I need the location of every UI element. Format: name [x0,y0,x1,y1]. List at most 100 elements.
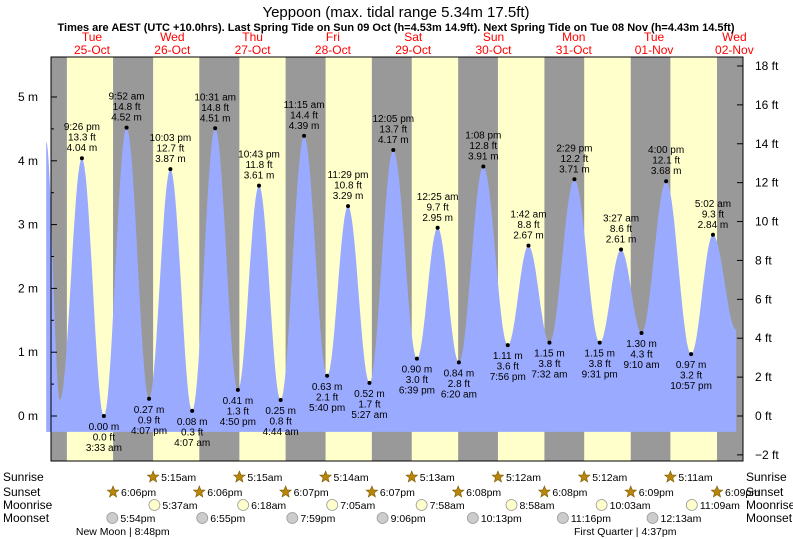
sunset-time: 6:09pm [639,487,674,499]
low-tide-point [689,352,694,357]
day-name-label: Mon [562,30,585,44]
low-tide-label: 4:07 pm [131,426,167,437]
low-tide-label: 0.52 m [354,389,385,400]
y-tick-label-m: 0 m [18,409,38,423]
high-tide-point [79,156,84,161]
astro-row-label-left: Sunrise [3,470,44,484]
y-tick-label-m: 2 m [18,281,38,295]
moon-icon [415,499,428,511]
high-tide-label: 13.3 ft [68,133,96,144]
high-tide-label: 12.1 ft [652,156,680,167]
high-tide-label: 4.04 m [67,143,98,154]
y-tick-label-ft: 8 ft [755,253,772,267]
low-tide-label: 9:31 pm [582,370,618,381]
high-tide-label: 12:25 am [417,192,459,203]
sun-icon [192,485,206,498]
sunset-time: 6:06pm [121,487,156,499]
low-tide-label: 4:07 am [174,438,210,449]
y-tick-label-m: 3 m [18,218,38,232]
low-tide-label: 7:56 pm [490,372,526,383]
low-tide-point [639,331,644,336]
day-name-label: Wed [722,30,746,44]
sun-icon [624,485,638,498]
moonset-time: 10:13pm [481,513,522,525]
low-tide-label: 3:33 am [86,443,122,454]
moon-icon [595,499,608,511]
high-tide-label: 10:43 pm [238,150,280,161]
high-tide-label: 1:42 am [510,210,546,221]
moonrise-time: 11:09am [700,500,740,512]
low-tide-label: 1.15 m [534,349,565,360]
low-tide-label: 2.8 ft [448,379,470,390]
chart-frame [50,56,744,462]
high-tide-label: 11.8 ft [245,160,272,171]
right-margin [743,57,793,461]
low-tide-label: 1.15 m [584,349,615,360]
sun-icon [232,470,246,483]
sunset-time: 6:07pm [294,487,329,499]
moon-icon [196,512,209,524]
sunset-time: 6:08pm [552,487,587,499]
high-tide-label: 3:27 am [603,213,639,224]
day-date-label: 02-Nov [715,43,754,57]
moon-icon [326,499,339,511]
low-tide-label: 1.3 ft [227,406,249,417]
low-tide-label: 3.8 ft [589,359,611,370]
sun-icon [710,485,724,498]
sunrise-time: 5:13am [420,472,455,484]
day-date-label: 28-Oct [315,43,352,57]
high-tide-label: 5:02 am [695,199,731,210]
sun-icon [405,470,419,483]
day-labels: Tue25-OctWed26-OctThu27-OctFri28-OctSat2… [74,30,754,57]
low-tide-label: 5:27 am [351,410,387,421]
day-name-label: Sat [404,30,423,44]
moonrise-time: 5:37am [162,500,197,512]
y-tick-label-ft: 2 ft [755,370,772,384]
low-tide-label: 0.84 m [444,368,475,379]
high-tide-label: 3.61 m [244,171,275,182]
moonset-time: 11:16pm [571,513,611,525]
high-tide-label: 8.8 ft [517,220,539,231]
axes: 0 m 1 m 2 m 3 m 4 m 5 m −2 ft 0 ft 2 ft 4 ft 6 ft 8… [18,59,779,462]
high-tide-point [526,243,531,248]
low-tide-label: 4.3 ft [630,350,652,361]
moon-icon [286,512,299,524]
moon-icon [646,512,659,524]
low-tide-point [190,408,195,413]
day-name-label: Fri [326,30,340,44]
day-date-label: 31-Oct [556,43,593,57]
day-date-label: 25-Oct [74,43,111,57]
moon-icon [237,499,250,511]
y-tick-label-m: 5 m [18,90,38,104]
sun-icon [146,470,160,483]
day-date-label: 26-Oct [154,43,191,57]
high-tide-point [710,232,715,237]
sunset-time: 6:09pm [725,487,760,499]
low-tide-point [547,340,552,345]
low-tide-point [414,356,419,361]
high-tide-label: 3.71 m [559,164,590,175]
sun-icon [491,470,505,483]
low-tide-point [597,340,602,345]
low-tide-label: 3.8 ft [538,359,560,370]
high-tide-label: 12:05 pm [372,114,414,125]
high-tide-point [124,125,129,130]
y-tick-label-ft: 10 ft [755,215,779,229]
y-tick-label-ft: 0 ft [755,409,772,423]
day-name-label: Sun [483,30,504,44]
high-tide-label: 9.7 ft [426,202,448,213]
moonrise-time: 6:18am [251,500,286,512]
y-tick-label-ft: −2 ft [755,448,779,462]
y-tick-label-ft: 16 ft [755,98,779,112]
astro-row-label-right: Sunrise [746,470,787,484]
low-tide-label: 0.90 m [402,365,433,376]
y-tick-label-m: 4 m [18,154,38,168]
astro-row-label-right: Moonrise [746,498,793,512]
moonset-time: 5:54pm [120,513,155,525]
low-tide-label: 6:39 pm [399,386,435,397]
sunrise-time: 5:15am [247,472,282,484]
moon-icon [376,512,389,524]
moon-phase-label: New Moon | 8:48pm [76,526,170,538]
